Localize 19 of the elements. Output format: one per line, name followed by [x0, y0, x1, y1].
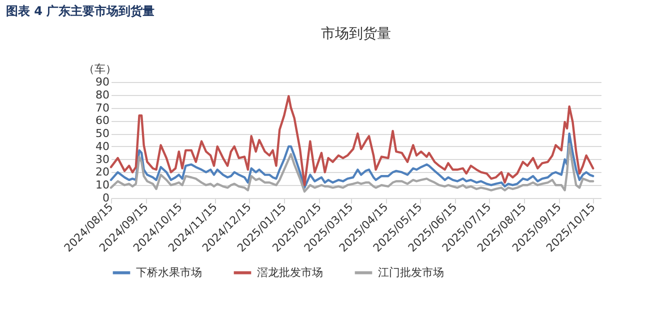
y-tick-label: 90	[96, 76, 110, 88]
legend-label: 下桥水果市场	[136, 266, 202, 279]
legend-label: 滘龙批发市场	[257, 266, 323, 279]
y-tick-label: 40	[96, 140, 110, 153]
legend-label: 江门批发市场	[378, 266, 444, 279]
text: 图表 4 广东主要市场到货量	[6, 3, 156, 20]
line-series	[110, 132, 594, 189]
y-tick-label: 30	[96, 152, 110, 166]
y-tick-label: 70	[96, 101, 110, 114]
y-tick-label: 50	[96, 127, 110, 140]
y-tick-label: 10	[96, 178, 110, 192]
y-tick-label: 0	[102, 192, 110, 204]
y-tick-label: 80	[96, 88, 110, 102]
y-tick-label: 60	[96, 114, 110, 128]
chart-title: 市场到货量	[321, 26, 391, 42]
y-axis-title: （车）	[84, 62, 116, 76]
line-series	[110, 142, 594, 193]
line-series	[110, 95, 594, 186]
y-tick-label: 20	[96, 166, 110, 179]
